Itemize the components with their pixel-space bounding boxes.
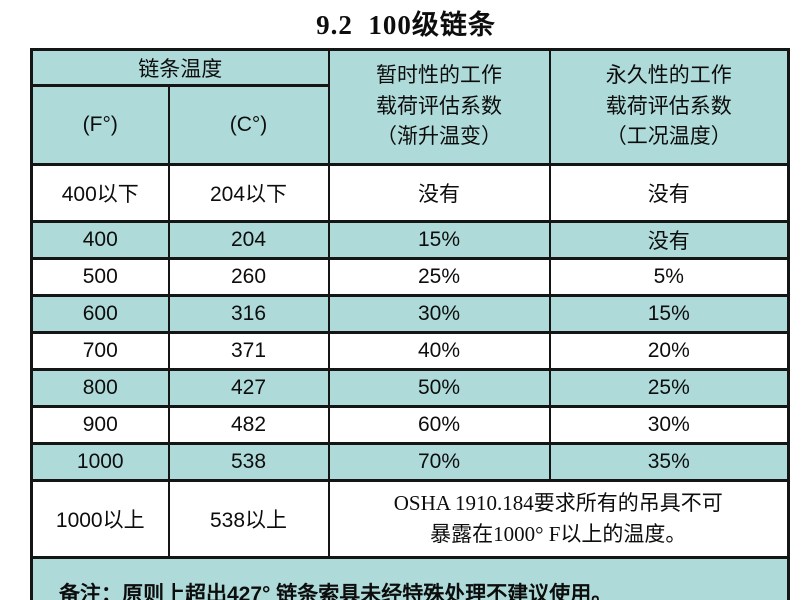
table-row: 400以下 204以下 没有 没有 — [30, 163, 790, 223]
cell-temporary: 50% — [327, 368, 551, 408]
cell-c: 260 — [167, 257, 330, 297]
header-fahrenheit: (F°) — [30, 84, 170, 166]
chain-temperature-table: 链条温度 暂时性的工作 载荷评估系数 （渐升温变） 永久性的工作 载荷评估系数 … — [30, 48, 790, 600]
cell-f: 700 — [30, 331, 170, 371]
table-row: 500 260 25% 5% — [30, 257, 790, 297]
table-footer-note-row: 备注：原则上超出427° 链条索具未经特殊处理不建议使用。 — [30, 556, 790, 600]
table-row: 800 427 50% 25% — [30, 368, 790, 408]
cell-permanent: 15% — [548, 294, 790, 334]
header-row-units: (F°) (C°) — [30, 84, 789, 166]
cell-temporary: 15% — [327, 220, 551, 260]
header-celsius: (C°) — [167, 84, 330, 166]
cell-temporary: 25% — [327, 257, 551, 297]
section-title: 9.2 100级链条 — [316, 10, 496, 40]
cell-c: 204 — [167, 220, 330, 260]
cell-temporary: 没有 — [327, 163, 551, 223]
cell-f: 400 — [30, 220, 170, 260]
cell-c: 204以下 — [167, 163, 330, 223]
cell-permanent: 35% — [548, 442, 790, 482]
cell-c: 427 — [167, 368, 330, 408]
cell-f: 400以下 — [30, 163, 170, 223]
cell-temporary: 60% — [327, 405, 551, 445]
table-row: 400 204 15% 没有 — [30, 220, 790, 260]
cell-temporary: 40% — [327, 331, 551, 371]
cell-c: 371 — [167, 331, 330, 371]
table-row: 1000 538 70% 35% — [30, 442, 790, 482]
cell-permanent: 30% — [548, 405, 790, 445]
cell-permanent: 没有 — [548, 163, 790, 223]
cell-c: 538以上 — [167, 479, 330, 559]
table-row-overflow: 1000以上 538以上 OSHA 1910.184要求所有的吊具不可 暴露在1… — [30, 479, 790, 559]
table-row: 900 482 60% 30% — [30, 405, 790, 445]
cell-permanent: 5% — [548, 257, 790, 297]
cell-c: 538 — [167, 442, 330, 482]
cell-permanent: 25% — [548, 368, 790, 408]
table-row: 600 316 30% 15% — [30, 294, 790, 334]
header-temporary-factor: 暂时性的工作 载荷评估系数 （渐升温变） — [327, 48, 551, 166]
cell-permanent: 没有 — [548, 220, 790, 260]
cell-f: 600 — [30, 294, 170, 334]
cell-permanent: 20% — [548, 331, 790, 371]
header-row-group: 链条温度 暂时性的工作 载荷评估系数 （渐升温变） 永久性的工作 载荷评估系数 … — [30, 48, 790, 166]
cell-f: 1000以上 — [30, 479, 170, 559]
cell-temporary: 70% — [327, 442, 551, 482]
header-permanent-factor: 永久性的工作 载荷评估系数 （工况温度） — [548, 48, 790, 166]
header-chain-temperature: 链条温度 — [30, 48, 330, 87]
cell-c: 316 — [167, 294, 330, 334]
cell-temporary: 30% — [327, 294, 551, 334]
cell-osha-note: OSHA 1910.184要求所有的吊具不可 暴露在1000° F以上的温度。 — [327, 479, 790, 559]
table-row: 700 371 40% 20% — [30, 331, 790, 371]
cell-f: 900 — [30, 405, 170, 445]
cell-f: 1000 — [30, 442, 170, 482]
cell-f: 800 — [30, 368, 170, 408]
cell-f: 500 — [30, 257, 170, 297]
footer-note: 备注：原则上超出427° 链条索具未经特殊处理不建议使用。 — [30, 556, 790, 600]
cell-c: 482 — [167, 405, 330, 445]
